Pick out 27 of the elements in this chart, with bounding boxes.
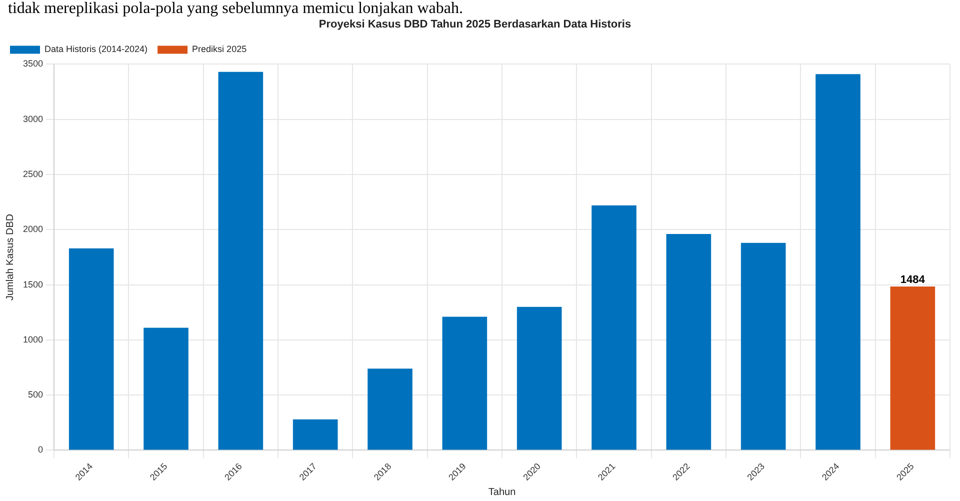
- text: tidak mereplikasi pola-pola yang sebelumnya memicu lonjakan wabah.: [7, 0, 464, 18]
- y-tick-label: 3500: [22, 58, 44, 69]
- x-axis-title: Tahun: [488, 486, 516, 498]
- chart-title: Proyeksi Kasus DBD Tahun 2025 Berdasarkan Data Historis: [318, 18, 632, 31]
- bar: [368, 368, 412, 450]
- y-tick-label: 2000: [22, 224, 44, 234]
- y-tick-label: 500: [28, 390, 44, 400]
- y-tick-label: 1000: [22, 334, 44, 344]
- bar: [740, 242, 786, 450]
- bar: [144, 328, 188, 450]
- y-tick-label: 3000: [22, 114, 44, 124]
- y-tick-label: 1500: [22, 279, 44, 290]
- y-axis-title: Jumlah Kasus DBD: [4, 214, 16, 301]
- bar: [218, 72, 264, 450]
- bar: [666, 234, 712, 450]
- data-label: 1484: [900, 274, 926, 286]
- bar: [890, 286, 936, 450]
- bar: [516, 306, 562, 450]
- bar: [816, 74, 860, 450]
- bar: [442, 316, 488, 450]
- y-tick-label: 0: [38, 444, 44, 455]
- bar: [68, 248, 114, 450]
- bar: [592, 205, 636, 450]
- bar: [292, 419, 338, 450]
- legend-label: Prediksi 2025: [192, 44, 247, 54]
- legend-label: Data Historis (2014-2024): [44, 44, 148, 54]
- y-tick-label: 2500: [22, 168, 44, 179]
